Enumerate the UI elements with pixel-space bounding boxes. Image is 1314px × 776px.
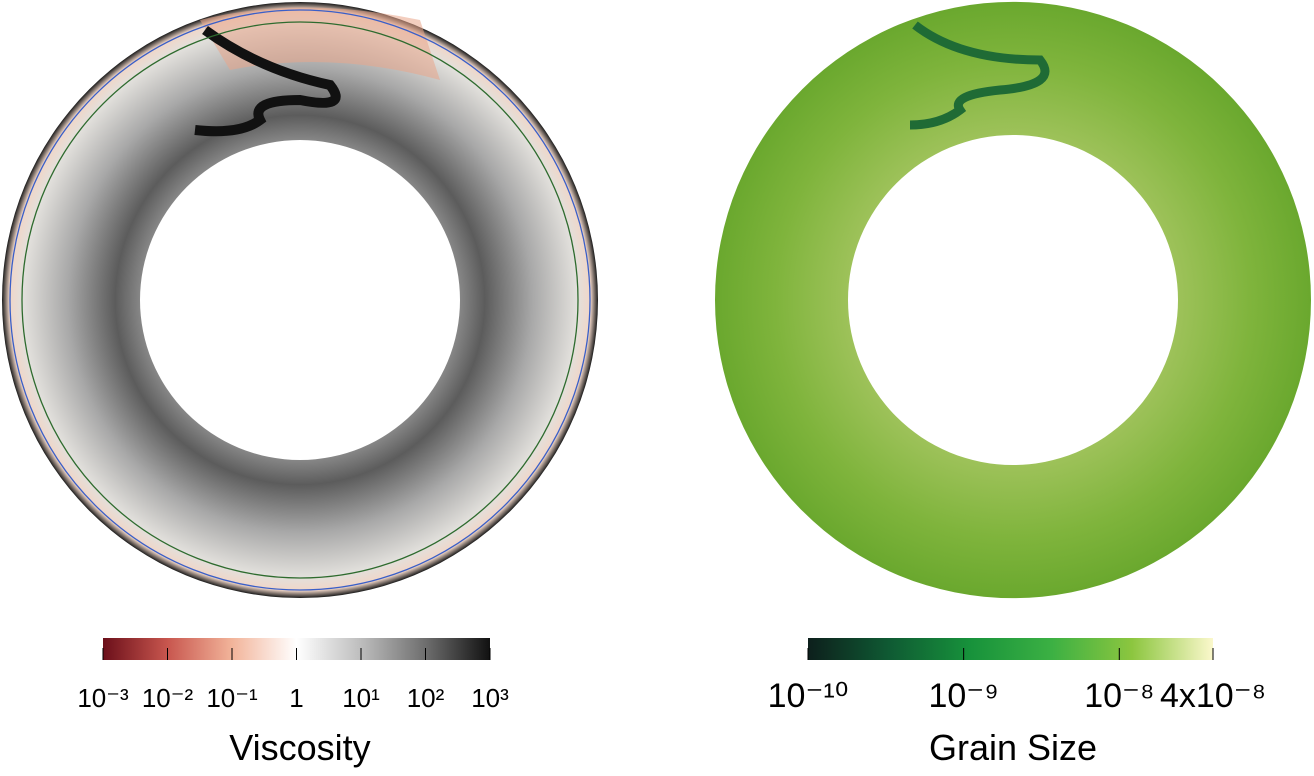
tick-label: 10⁻⁸: [1084, 677, 1154, 715]
tick-label: 4x10⁻⁸: [1160, 677, 1266, 715]
tick-label: 10⁻¹: [206, 683, 258, 713]
slab: [194, 25, 341, 137]
grain-field: [715, 1, 1312, 599]
tick-label: 1: [289, 683, 303, 713]
tick-label: 10¹: [342, 683, 380, 713]
colorbar: [808, 638, 1213, 660]
tick-label: 10²: [407, 683, 445, 713]
contour-blue: [9, 9, 591, 591]
tick-label: 10⁻³: [77, 683, 129, 713]
colorbar-title: Grain Size: [929, 727, 1097, 768]
tick-label: 10³: [471, 683, 509, 713]
grain-streak: [909, 21, 1050, 130]
tick-label: 10⁻¹⁰: [768, 677, 849, 715]
colorbar-title: Viscosity: [229, 727, 370, 768]
tick-label: 10⁻²: [142, 683, 194, 713]
contour-green: [21, 21, 579, 579]
tick-label: 10⁻⁹: [928, 677, 998, 715]
viscosity-field: [2, 2, 598, 598]
